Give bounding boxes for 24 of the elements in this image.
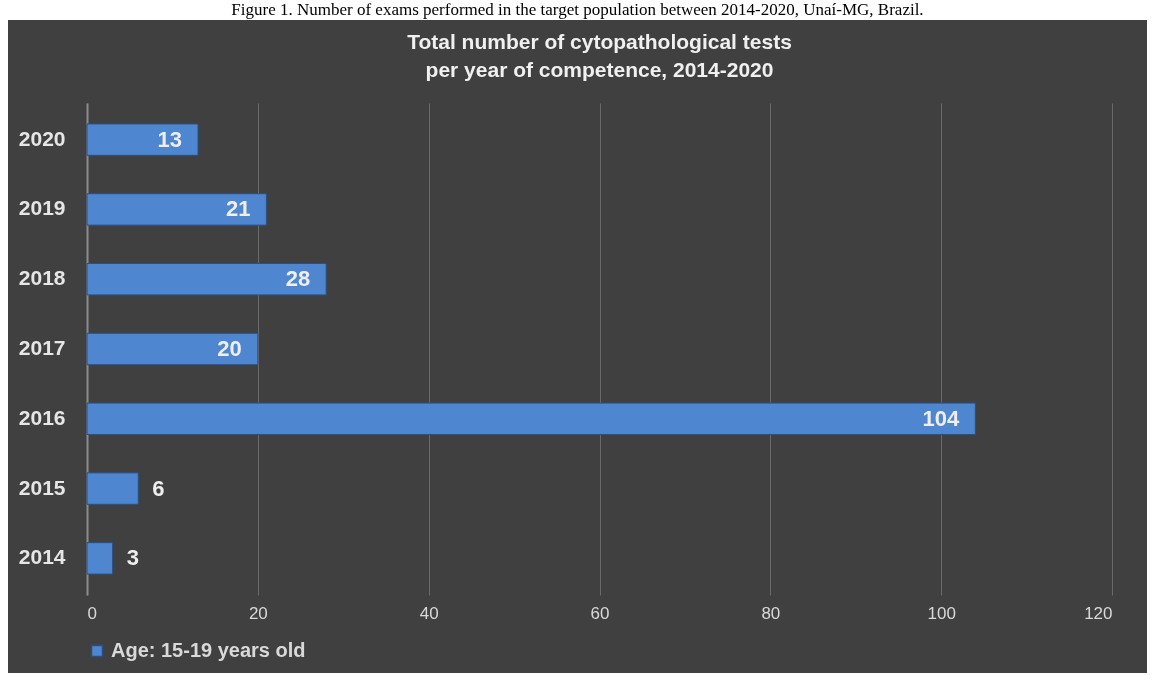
data-label: 20 (217, 336, 242, 361)
x-tick-label: 80 (761, 603, 781, 623)
data-label: 28 (285, 266, 311, 292)
chart-title: Total number of cytopathological tests per year of competence, 2014-2020 (407, 30, 792, 81)
y-tick-label: 2017 (18, 336, 66, 359)
data-label: 3 (126, 545, 139, 571)
x-tick-label: 20 (248, 603, 268, 623)
data-label: 6 (152, 475, 165, 501)
x-tick-label: 100 (927, 603, 956, 623)
data-label: 13 (157, 126, 183, 152)
caption: Figure 1. Number of exams performed in the target population between 2014-2020, Unaí-MG, Brazil. (230, 0, 925, 20)
x-tick-label: 40 (419, 603, 439, 623)
data-label: 104 (922, 405, 961, 431)
data-label: 21 (225, 196, 251, 222)
x-tick-label: 120 (1084, 603, 1113, 623)
y-tick-label: 2019 (18, 196, 66, 220)
y-tick-label: 2018 (18, 266, 66, 290)
x-tick-label: 60 (590, 603, 610, 623)
y-tick-label: 2020 (18, 126, 66, 150)
y-tick-label: 2016 (18, 405, 66, 429)
y-tick-label: 2015 (18, 475, 66, 499)
x-tick-label: 0 (87, 603, 97, 623)
legend-label: Age: 15-19 years old (111, 639, 306, 661)
y-tick-label: 2014 (18, 545, 66, 569)
